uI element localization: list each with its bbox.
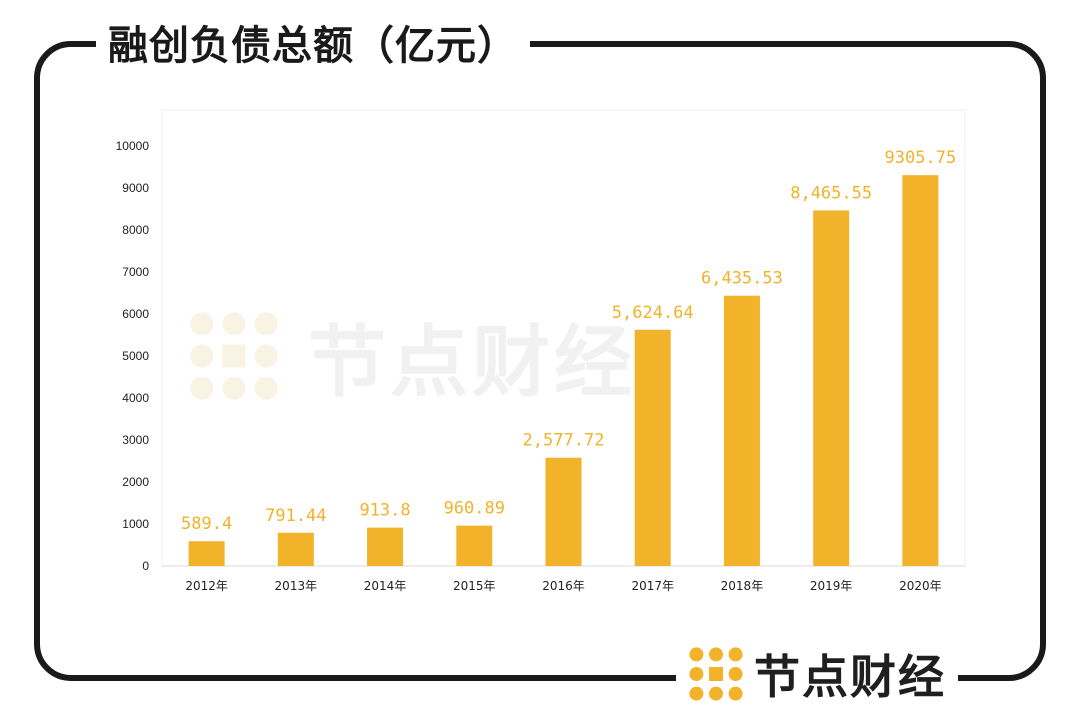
node-logo-icon	[689, 647, 743, 701]
bar	[902, 175, 939, 566]
bar	[188, 541, 225, 566]
y-tick-label: 2000	[122, 475, 149, 489]
bar	[634, 329, 671, 566]
x-tick-label: 2019年	[810, 579, 853, 593]
x-tick-label: 2017年	[631, 579, 674, 593]
data-label: 6,435.53	[701, 269, 783, 289]
y-tick-label: 6000	[122, 307, 149, 321]
x-tick-label: 2013年	[275, 579, 318, 593]
data-label: 5,624.64	[612, 303, 694, 323]
x-tick-label: 2012年	[185, 579, 228, 593]
bar	[277, 532, 314, 566]
brand-logo: 节点财经	[676, 640, 958, 708]
bar	[813, 210, 850, 566]
x-tick-label: 2015年	[453, 579, 496, 593]
data-label: 913.8	[359, 501, 410, 521]
y-tick-label: 9000	[122, 181, 149, 195]
brand-name: 节点财经	[754, 650, 946, 704]
x-tick-label: 2018年	[721, 579, 764, 593]
x-tick-label: 2014年	[364, 579, 407, 593]
y-tick-label: 10000	[116, 139, 150, 153]
y-tick-label: 3000	[122, 433, 149, 447]
bar	[545, 457, 582, 566]
y-tick-label: 5000	[122, 349, 149, 363]
bar	[367, 527, 404, 566]
y-tick-label: 4000	[122, 391, 149, 405]
data-label: 960.89	[444, 499, 505, 519]
y-tick-label: 0	[142, 559, 149, 573]
x-tick-label: 2016年	[542, 579, 585, 593]
data-label: 8,465.55	[790, 183, 872, 203]
y-tick-label: 8000	[122, 223, 149, 237]
data-label: 589.4	[181, 514, 232, 534]
bar	[723, 295, 760, 566]
bar	[456, 525, 493, 566]
data-label: 791.44	[265, 506, 326, 526]
data-label: 2,577.72	[523, 431, 605, 451]
chart-title: 融创负债总额（亿元）	[96, 18, 530, 74]
y-tick-label: 1000	[122, 517, 149, 531]
data-label: 9305.75	[885, 148, 957, 168]
y-tick-label: 7000	[122, 265, 149, 279]
x-tick-label: 2020年	[899, 579, 942, 593]
